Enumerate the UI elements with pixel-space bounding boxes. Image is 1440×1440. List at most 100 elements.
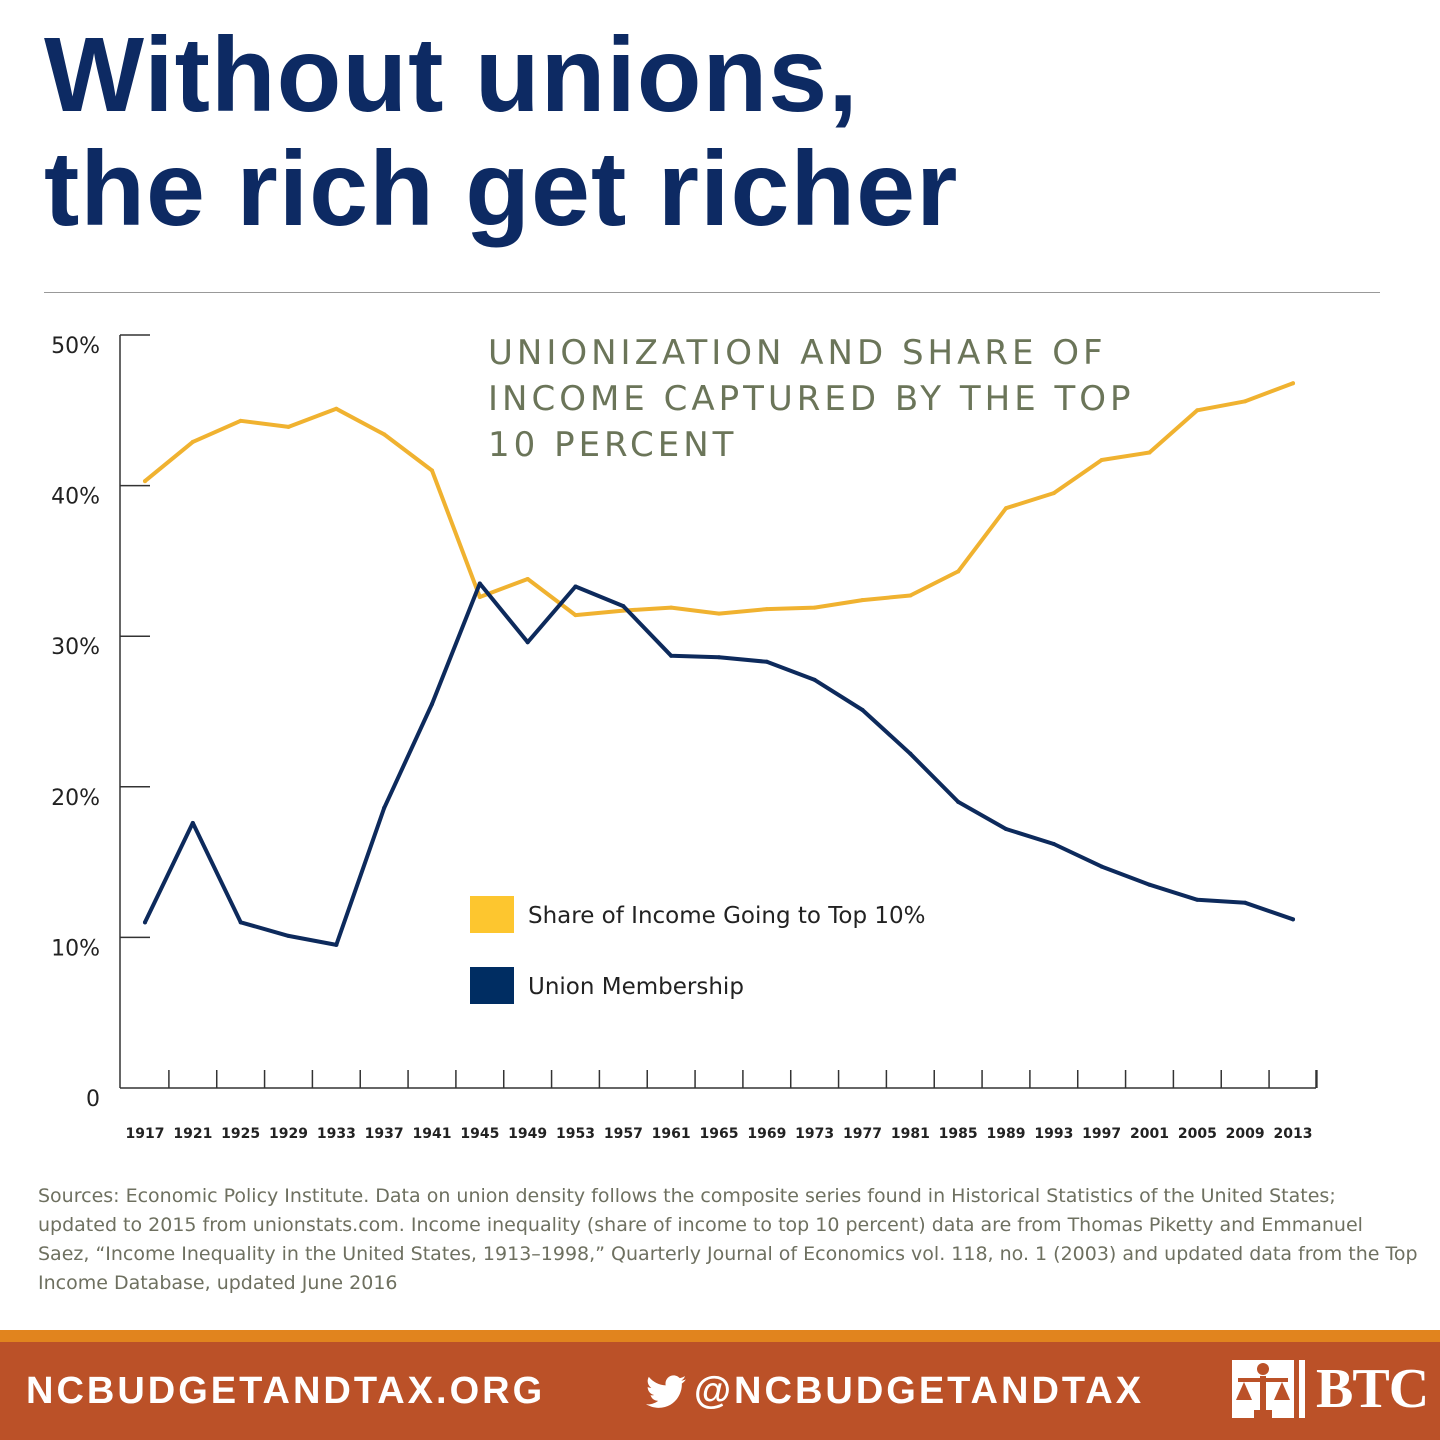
union-membership-point [1291,917,1295,922]
footer-stripe [0,1330,1440,1342]
union-membership-point [860,707,865,712]
x-tick-label: 1965 [700,1126,739,1142]
income-share-point [1291,381,1295,386]
union-membership-point [1243,900,1248,905]
x-tick-label: 1993 [1034,1126,1073,1142]
twitter-handle-label: @NCBUDGETANDTAX [694,1370,1145,1412]
legend-label-income: Share of Income Going to Top 10% [528,903,926,929]
x-tick-label: 2013 [1274,1126,1313,1142]
income-share-point [812,605,817,610]
union-membership-line [143,581,1295,947]
x-tick-label: 1925 [221,1126,260,1142]
x-tick-label: 1973 [795,1126,834,1142]
x-tick-label: 1977 [843,1126,882,1142]
twitter-bird-icon [646,1374,686,1408]
x-tick-label: 1933 [317,1126,356,1142]
x-tick-label: 1969 [747,1126,786,1142]
x-axis-labels: 1917 1921 1925 1929 1933 1937 1941 1945 1949 1953… [126,1126,1313,1142]
income-share-point [1243,399,1248,404]
chart-title-text: UNIONIZATION AND SHARE OF INCOME CAPTURED… [488,333,1135,465]
x-tick-label: 1945 [460,1126,499,1142]
y-tick-label: 50% [51,334,100,359]
x-tick-label: 1941 [413,1126,452,1142]
union-membership-point [334,942,339,947]
headline: Without unions, the rich get richer [44,16,959,248]
income-share-point [717,611,721,616]
union-membership-point [238,920,243,925]
y-tick-label: 30% [51,635,100,660]
x-tick-label: 1921 [173,1126,212,1142]
x-tick-label: 2005 [1178,1126,1217,1142]
income-share-point [525,576,530,581]
x-tick-label: 1985 [939,1126,978,1142]
income-share-point [908,593,913,598]
x-tick-label: 1937 [365,1126,404,1142]
income-share-point [286,424,291,429]
union-membership-point [812,677,817,682]
union-membership-point [908,751,913,756]
union-membership-point [525,640,530,645]
income-share-point [1147,450,1152,455]
income-share-point [430,468,434,473]
union-membership-point [1195,897,1200,902]
income-share-point [190,439,195,444]
x-tick-label: 1981 [891,1126,930,1142]
income-share-point [238,418,243,423]
income-share-point [382,432,387,437]
income-share-point [669,605,674,610]
union-membership-point [1004,826,1008,831]
logo-text: BTC [1316,1358,1429,1420]
btc-logo: BTC [1232,1358,1429,1420]
union-membership-point [669,653,674,658]
union-membership-point [1099,864,1104,869]
legend-swatch-income [470,896,514,933]
income-share-point [956,569,961,574]
union-membership-point [573,584,578,589]
union-membership-point [717,655,721,660]
x-tick-label: 2009 [1226,1126,1265,1142]
union-membership-point [477,581,482,586]
headline-divider [44,292,1380,293]
union-membership-point [190,820,195,825]
x-tick-label: 1989 [987,1126,1026,1142]
scales-figure-logo-icon [1232,1360,1294,1418]
union-membership-point [1051,842,1056,847]
legend: Share of Income Going to Top 10% Union Me… [470,896,926,1004]
union-membership-point [764,659,769,664]
legend-label-union: Union Membership [528,974,744,1000]
union-membership-point [621,604,626,609]
x-tick-label: 1949 [508,1126,547,1142]
income-share-point [1195,408,1200,413]
income-share-point [334,406,339,411]
line-chart: UNIONIZATION AND SHARE OF INCOME CAPTURED… [51,333,1318,1142]
x-tick-label: 1929 [269,1126,308,1142]
union-membership-point [956,799,961,804]
y-axis-labels: 0 10% 20% 30% 40% 50% [51,334,100,1112]
y-tick-label: 20% [51,786,100,811]
union-membership-point [1147,882,1152,887]
income-share-point [573,613,578,618]
union-membership-point [382,805,387,810]
union-membership-point [286,933,291,938]
x-tick-label: 2001 [1130,1126,1169,1142]
website-link[interactable]: NCBUDGETANDTAX.ORG [26,1370,546,1412]
logo-divider-icon [1299,1360,1305,1418]
series-lines [143,381,1295,947]
income-share-point [1051,491,1056,496]
y-tick-label: 40% [51,485,100,510]
income-share-point [764,607,769,612]
x-tick-label: 1953 [556,1126,595,1142]
x-tick-label: 1961 [652,1126,691,1142]
sources-note: Sources: Economic Policy Institute. Data… [38,1185,1418,1294]
x-tick-label: 1997 [1082,1126,1121,1142]
twitter-handle[interactable]: @NCBUDGETANDTAX [646,1370,1144,1413]
union-membership-point [143,920,147,925]
chart-axes [119,334,1318,1089]
y-tick-label: 10% [51,936,100,961]
x-tick-label: 1917 [126,1126,165,1142]
x-tick-label: 1957 [604,1126,643,1142]
income-share-point [1099,457,1104,462]
y-tick-label: 0 [86,1087,100,1112]
income-share-point [477,595,482,600]
income-share-point [1004,506,1008,511]
